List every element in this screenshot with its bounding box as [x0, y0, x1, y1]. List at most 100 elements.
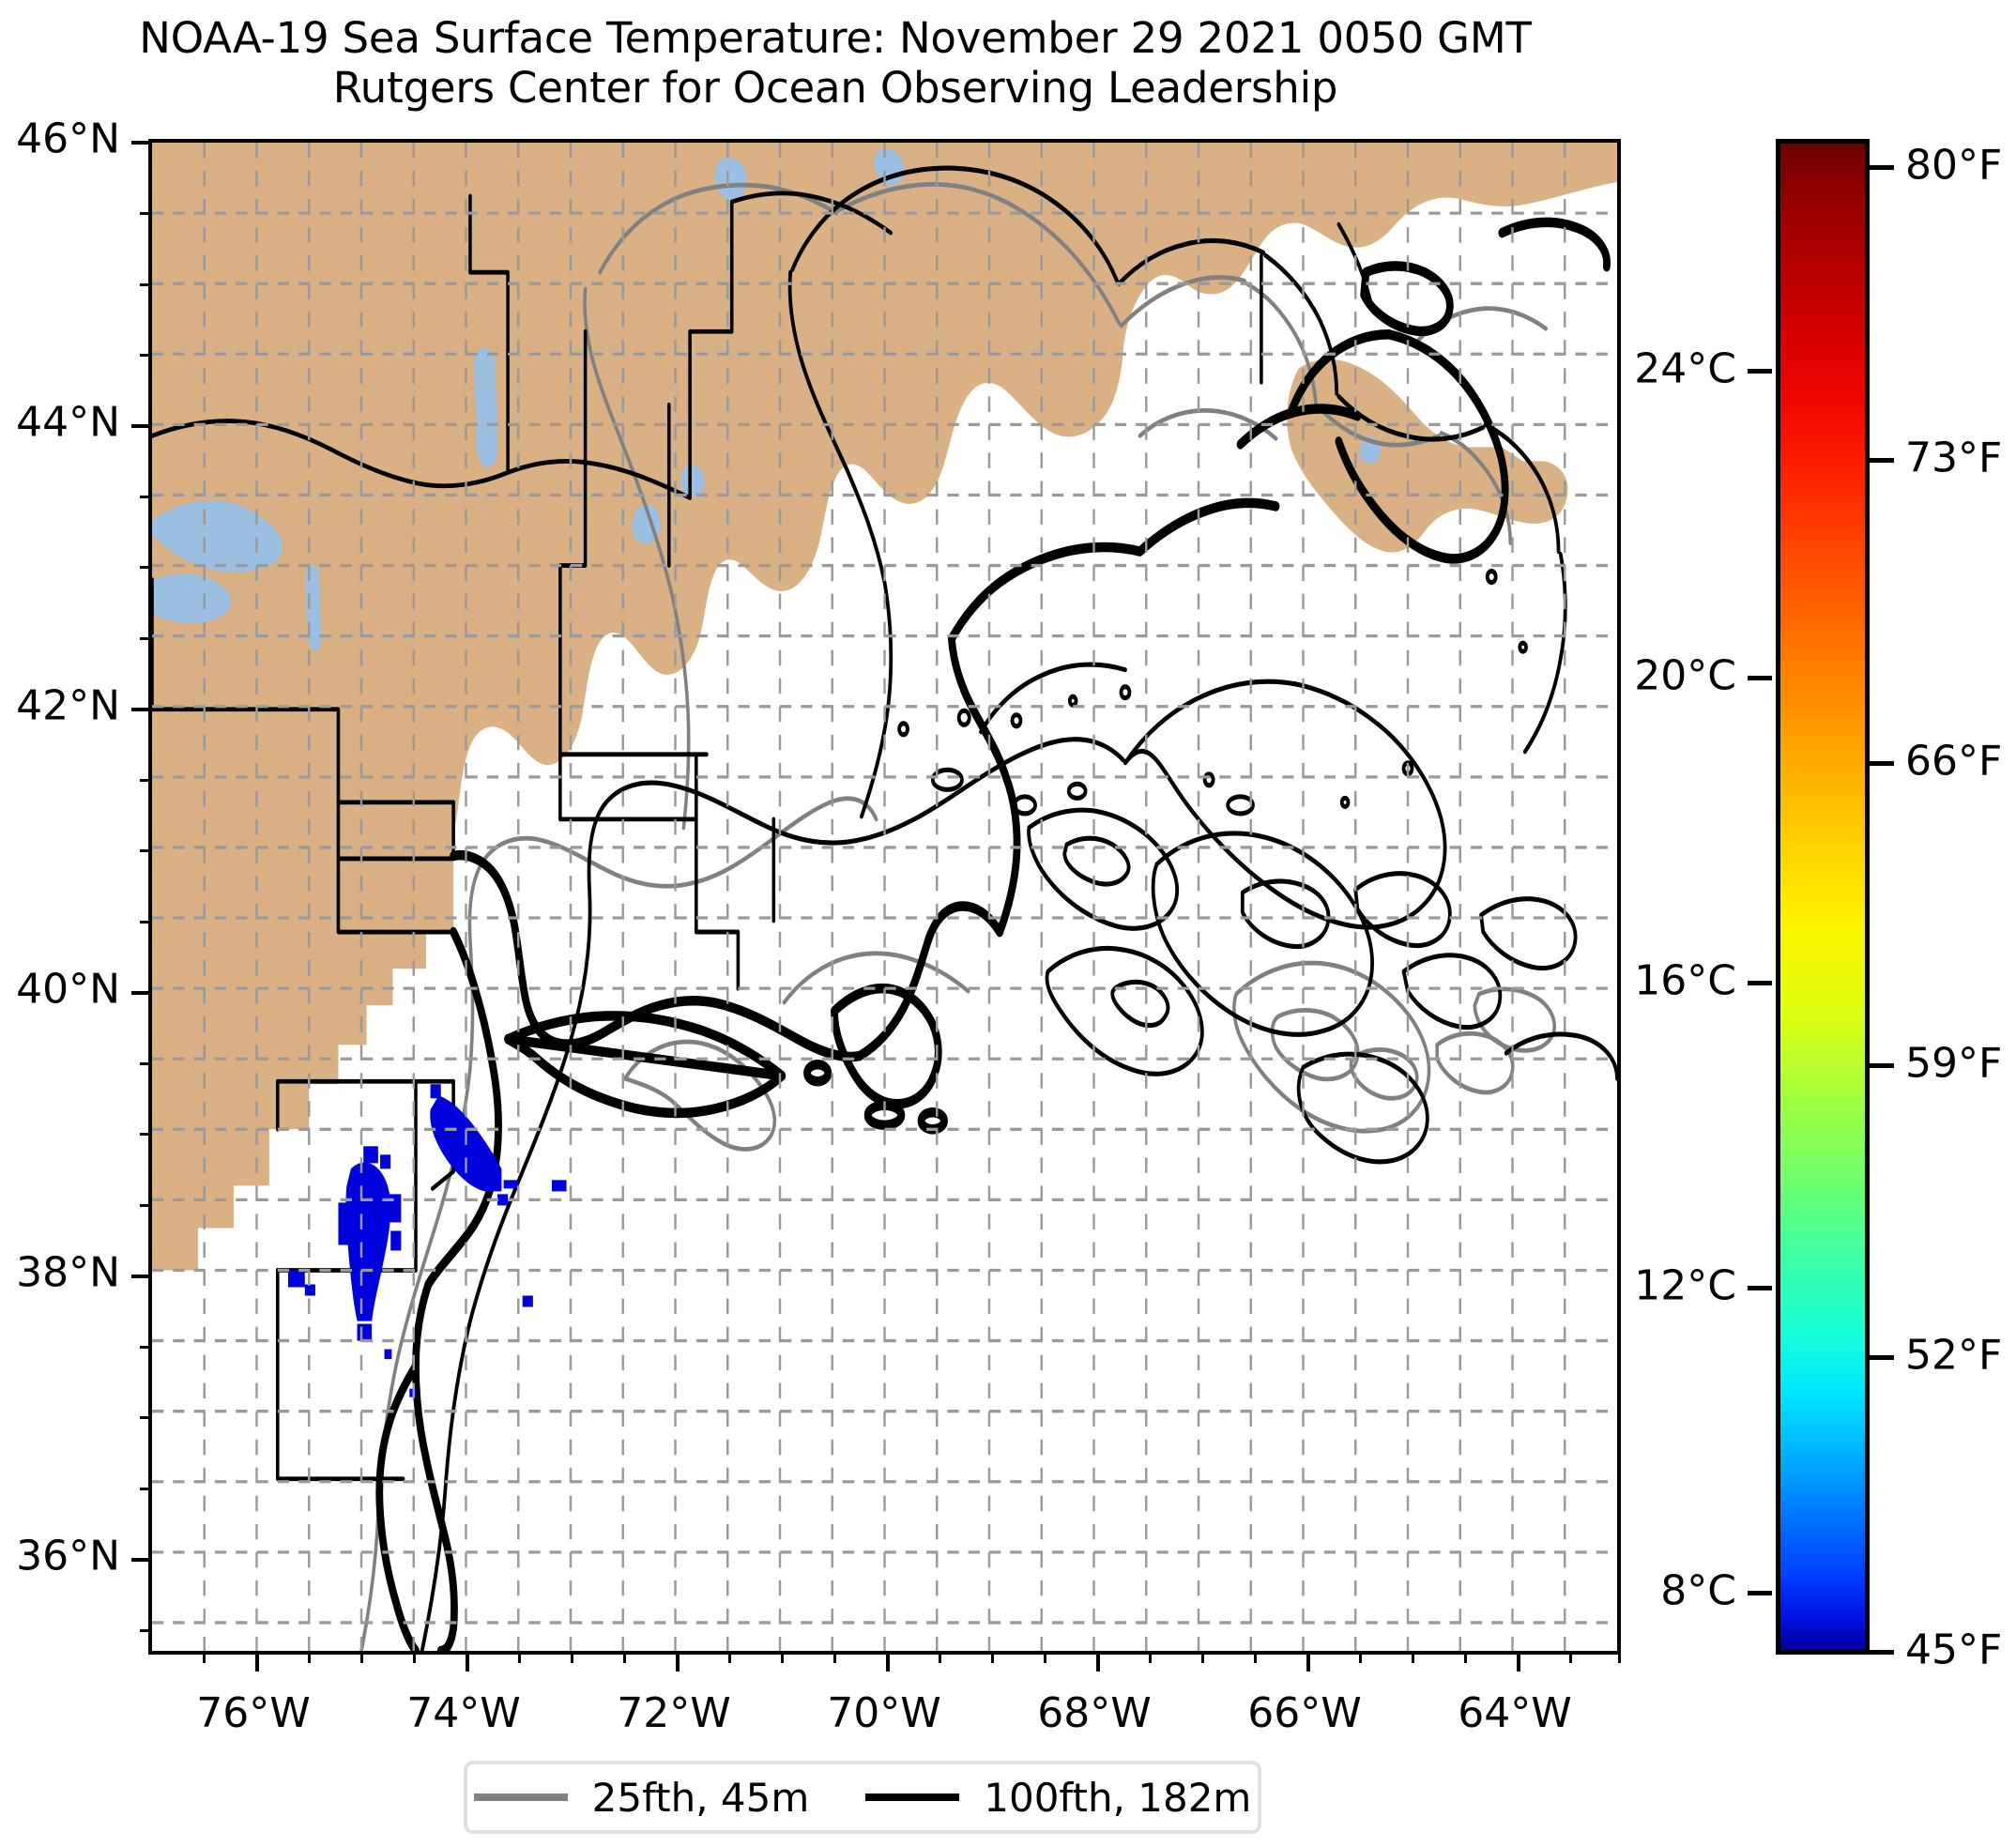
xtick-70W: [886, 1651, 890, 1671]
lon-label-68W: 68°W: [1037, 1689, 1152, 1737]
cb-tick-12C: [1748, 1286, 1772, 1290]
ytick-40: [131, 991, 152, 995]
cb-tick-24C: [1748, 369, 1772, 374]
ytick-minor: [140, 779, 152, 782]
isobath-25fth: [359, 181, 1556, 1651]
xtick-68W: [1096, 1651, 1100, 1671]
cb-tick-8C: [1748, 1591, 1772, 1595]
cb-tick-52F: [1870, 1355, 1894, 1360]
ytick-minor: [140, 921, 152, 924]
cb-label-73F: 73°F: [1905, 434, 2003, 482]
xtick-minor: [939, 1651, 941, 1663]
legend-line-100fth-icon: [865, 1794, 960, 1801]
cb-tick-80F: [1870, 165, 1894, 170]
xtick-minor: [1359, 1651, 1362, 1663]
map-plot-area: [131, 139, 1621, 1671]
ytick-minor: [140, 1062, 152, 1065]
pamlico-albemarle-water: [277, 1554, 403, 1648]
xtick-minor: [308, 1651, 311, 1663]
cb-label-12C: 12°C: [1634, 1261, 1736, 1310]
cb-label-66F: 66°F: [1905, 737, 2003, 786]
ytick-44: [131, 424, 152, 428]
xtick-minor: [1201, 1651, 1204, 1663]
lat-label-44N: 44°N: [16, 398, 120, 447]
map-clip: [152, 143, 1617, 1651]
lat-label-38N: 38°N: [16, 1248, 120, 1297]
xtick-66W: [1306, 1651, 1310, 1671]
cb-tick-59F: [1870, 1063, 1894, 1068]
xtick-74W: [466, 1651, 469, 1671]
ytick-42: [131, 708, 152, 711]
xtick-minor: [833, 1651, 836, 1663]
title-line-1: NOAA-19 Sea Surface Temperature: Novembe…: [139, 13, 1532, 63]
lon-label-76W: 76°W: [196, 1689, 311, 1737]
cb-label-20C: 20°C: [1634, 651, 1736, 700]
cb-tick-16C: [1748, 981, 1772, 985]
lon-label-72W: 72°W: [617, 1689, 731, 1737]
xtick-minor: [1254, 1651, 1257, 1663]
xtick-minor: [623, 1651, 626, 1663]
title-line-2: Rutgers Center for Ocean Observing Leade…: [332, 63, 1338, 114]
ytick-minor: [140, 1416, 152, 1419]
cb-label-16C: 16°C: [1634, 956, 1736, 1005]
xtick-minor: [728, 1651, 731, 1663]
xtick-minor: [781, 1651, 784, 1663]
legend-item-100fth: 100fth, 182m: [865, 1775, 1251, 1821]
xtick-minor: [1044, 1651, 1046, 1663]
chart-title: NOAA-19 Sea Surface Temperature: Novembe…: [0, 13, 1671, 113]
xtick-minor: [1149, 1651, 1152, 1663]
lake-moosehead: [715, 158, 747, 201]
cb-label-24C: 24°C: [1634, 344, 1736, 393]
land-nova-scotia: [1287, 359, 1568, 553]
legend-line-25fth-icon: [473, 1794, 568, 1801]
xtick-76W: [255, 1651, 259, 1671]
legend-label-25fth: 25fth, 45m: [591, 1774, 810, 1821]
map-graphic: [152, 143, 1617, 1651]
ytick-minor: [140, 1204, 152, 1207]
ytick-minor: [140, 1488, 152, 1490]
ytick-minor: [140, 1629, 152, 1632]
lake-ontario: [152, 499, 283, 572]
xtick-72W: [676, 1651, 680, 1671]
lake-oneida: [152, 573, 232, 623]
ytick-36: [131, 1558, 152, 1562]
colorbar-gradient: [1776, 139, 1870, 1655]
xtick-minor: [1569, 1651, 1572, 1663]
cb-tick-45F: [1870, 1650, 1894, 1655]
ytick-minor: [140, 1346, 152, 1349]
ytick-46: [131, 141, 152, 145]
lon-label-74W: 74°W: [406, 1689, 521, 1737]
xtick-64W: [1517, 1651, 1520, 1671]
cb-label-59F: 59°F: [1905, 1039, 2003, 1088]
xtick-minor: [203, 1651, 206, 1663]
xtick-minor: [571, 1651, 573, 1663]
lon-label-64W: 64°W: [1458, 1689, 1572, 1737]
cb-label-52F: 52°F: [1905, 1331, 2003, 1380]
lake-sebago: [680, 465, 705, 497]
cb-label-45F: 45°F: [1905, 1626, 2003, 1674]
xtick-minor: [360, 1651, 363, 1663]
ytick-minor: [140, 1133, 152, 1136]
ytick-38: [131, 1275, 152, 1278]
ytick-minor: [140, 566, 152, 569]
cb-label-8C: 8°C: [1660, 1566, 1736, 1615]
xtick-minor: [991, 1651, 994, 1663]
ytick-minor: [140, 637, 152, 640]
sst-colorbar: [1748, 139, 1894, 1655]
lat-label-42N: 42°N: [16, 681, 120, 730]
ytick-minor: [140, 212, 152, 215]
xtick-minor: [1412, 1651, 1414, 1663]
lat-label-36N: 36°N: [16, 1532, 120, 1580]
xtick-minor: [518, 1651, 521, 1663]
ytick-minor: [140, 283, 152, 286]
ytick-minor: [140, 354, 152, 357]
lat-label-46N: 46°N: [16, 114, 120, 163]
cb-tick-20C: [1748, 676, 1772, 680]
lon-label-66W: 66°W: [1247, 1689, 1362, 1737]
xtick-minor: [1464, 1651, 1467, 1663]
lon-label-70W: 70°W: [827, 1689, 941, 1737]
bathymetry-legend: 25fth, 45m 100fth, 182m: [464, 1761, 1261, 1834]
lat-label-40N: 40°N: [16, 965, 120, 1014]
ytick-minor: [140, 496, 152, 498]
legend-label-100fth: 100fth, 182m: [984, 1774, 1252, 1821]
